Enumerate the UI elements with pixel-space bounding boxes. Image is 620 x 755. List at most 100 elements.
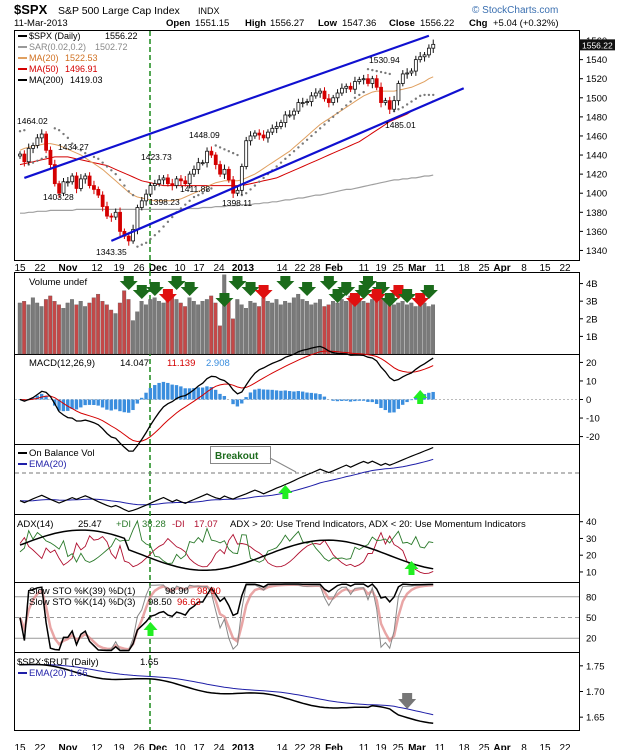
header-ohlc: Open 1551.15 High 1556.27 Low 1547.36 Cl… (166, 18, 559, 29)
macd-hist-bar (379, 400, 382, 408)
candle-body (280, 123, 283, 127)
volume-bar (92, 298, 96, 354)
macd-hist-bar (353, 400, 356, 402)
macd-hist-bar (105, 400, 108, 410)
candle-body (140, 201, 143, 208)
sar-dot (236, 154, 238, 156)
volume-bar (379, 296, 383, 354)
volume-bar (105, 305, 109, 354)
sar-dot (275, 165, 277, 167)
sar-dot (141, 244, 143, 246)
volume-bar (22, 301, 26, 354)
sar-dot (384, 72, 386, 74)
volume-bar (66, 303, 70, 354)
macd-hist-bar (218, 394, 221, 400)
x-tick-label: Dec (149, 263, 168, 274)
candle-body (406, 73, 409, 74)
adx-y-label: 40 (586, 517, 597, 528)
price-y-label: 1340 (586, 246, 607, 257)
candle-body (419, 57, 422, 60)
ratio-label: $SPX:$RUT (Daily) (17, 657, 99, 668)
candle-body (253, 133, 256, 136)
candle-body (414, 60, 417, 71)
candle-body (384, 101, 387, 103)
macd-hist-bar (323, 397, 326, 400)
volume-bar (70, 299, 74, 354)
breakout-callout: Breakout (211, 447, 297, 473)
sar-dot (376, 70, 378, 72)
breakout-label: Breakout (215, 451, 259, 462)
x-tick-label: 15 (539, 743, 551, 750)
x-tick-label: 28 (309, 743, 321, 750)
x-tick-label: 22 (559, 263, 571, 274)
sar-dot (415, 98, 417, 100)
sar-dot (432, 94, 434, 96)
x-tick-label: 26 (133, 263, 145, 274)
x-tick-label: Feb (325, 263, 343, 274)
macd-hist-bar (170, 385, 173, 400)
x-tick-label: 24 (213, 263, 225, 274)
annotation-low-2: 1343.35 (96, 247, 127, 257)
sar-dot (184, 203, 186, 205)
volume-bar (18, 303, 22, 354)
candle-body (271, 128, 274, 132)
volume-bar (62, 308, 66, 354)
candle-body (92, 186, 95, 190)
candle-body (353, 82, 356, 90)
candle-body (119, 212, 122, 231)
x-tick-label: Apr (493, 263, 510, 274)
sar-dot (110, 169, 112, 171)
sar-dot (223, 148, 225, 150)
obv-legend: On Balance Vol EMA(20) (29, 448, 95, 470)
macd-hist-bar (118, 400, 121, 412)
macd-hist-bar (153, 385, 156, 399)
sar-dot (345, 104, 347, 106)
legend-ma50-value: 1496.91 (65, 64, 98, 74)
sar-dot (219, 146, 221, 148)
candle-body (149, 186, 152, 195)
macd-hist-bar (157, 383, 160, 400)
macd-hist-bar (253, 390, 256, 400)
adx-value: 25.47 (78, 519, 102, 530)
volume-bar (79, 301, 83, 354)
candle-body (240, 166, 243, 190)
sar-dot (154, 234, 156, 236)
macd-hist-bar (184, 388, 187, 399)
sar-dot (215, 144, 217, 146)
candle-body (323, 91, 326, 99)
candle-body (206, 151, 209, 162)
volume-y-label: 2B (586, 314, 598, 325)
candle-body (375, 79, 378, 88)
candle-body (358, 80, 361, 82)
macd-hist-bar (384, 400, 387, 411)
macd-hist-bar (162, 382, 165, 400)
volume-bar (40, 306, 44, 354)
header-credit: © StockCharts.com (472, 5, 558, 16)
volume-bar (340, 299, 344, 354)
x-tick-label: 22 (34, 263, 46, 274)
ratio-y-label: 1.70 (586, 687, 605, 698)
volume-bar (279, 305, 283, 354)
legend-spx-value: 1556.22 (105, 31, 138, 41)
x-tick-label: 10 (174, 743, 186, 750)
sar-dot (367, 68, 369, 70)
candle-body (310, 96, 313, 102)
candle-body (336, 93, 339, 98)
volume-bar (227, 301, 231, 354)
macd-y-label: -10 (586, 414, 600, 425)
sar-dot (306, 139, 308, 141)
macd-hist-bar (257, 389, 260, 400)
sar-dot (136, 245, 138, 247)
macd-hist-bar (262, 389, 265, 399)
macd-hist-bar (397, 400, 400, 409)
candle-body (227, 169, 230, 179)
x-tick-label: 22 (559, 743, 571, 750)
last-price-value: 1556.22 (582, 40, 613, 50)
candle-body (127, 236, 130, 241)
macd-hist-bar (405, 400, 408, 403)
sar-dot (93, 156, 95, 158)
volume-bar (179, 303, 183, 354)
